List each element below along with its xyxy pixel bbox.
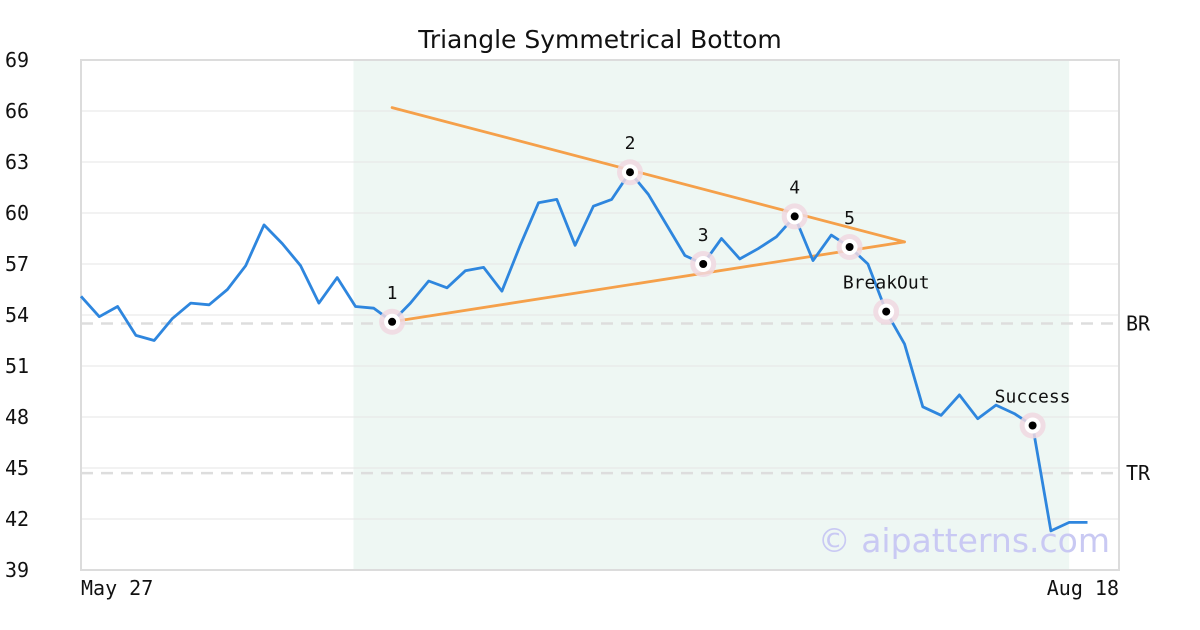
y-tick-label: 69 — [5, 48, 29, 72]
point-label: 1 — [387, 283, 398, 304]
point-label: 3 — [698, 225, 709, 246]
point-label: Success — [995, 387, 1071, 408]
point-label: 4 — [789, 177, 800, 198]
plot-frame — [80, 59, 1120, 571]
y-tick-label: 45 — [5, 456, 29, 480]
y-tick-label: 54 — [5, 303, 29, 327]
point-label: BreakOut — [843, 273, 930, 294]
x-tick-label: May 27 — [81, 576, 153, 600]
y-tick-label: 39 — [5, 558, 29, 582]
point-label: 5 — [844, 208, 855, 229]
price-series-line — [79, 170, 1088, 533]
point-marker — [626, 168, 634, 177]
reference-line-label: TR — [1126, 461, 1151, 485]
y-tick-label: 42 — [5, 507, 29, 531]
trend-line — [390, 106, 906, 244]
y-tick-label: 57 — [5, 252, 29, 276]
x-tick-label: Aug 18 — [1047, 576, 1119, 600]
watermark: © aipatterns.com — [818, 521, 1110, 560]
y-tick-label: 60 — [5, 201, 29, 225]
point-marker — [845, 243, 854, 251]
chart-title: Triangle Symmetrical Bottom — [417, 25, 782, 54]
point-marker — [790, 212, 799, 221]
point-marker — [699, 260, 708, 268]
trend-line — [390, 240, 906, 324]
y-tick-label: 48 — [5, 405, 29, 429]
point-marker — [882, 307, 891, 316]
point-marker — [388, 317, 397, 326]
point-marker — [1028, 421, 1037, 430]
y-tick-label: 66 — [5, 99, 29, 123]
y-tick-label: 51 — [5, 354, 29, 378]
y-tick-label: 63 — [5, 150, 29, 174]
reference-line-label: BR — [1126, 312, 1151, 336]
point-label: 2 — [625, 133, 636, 154]
